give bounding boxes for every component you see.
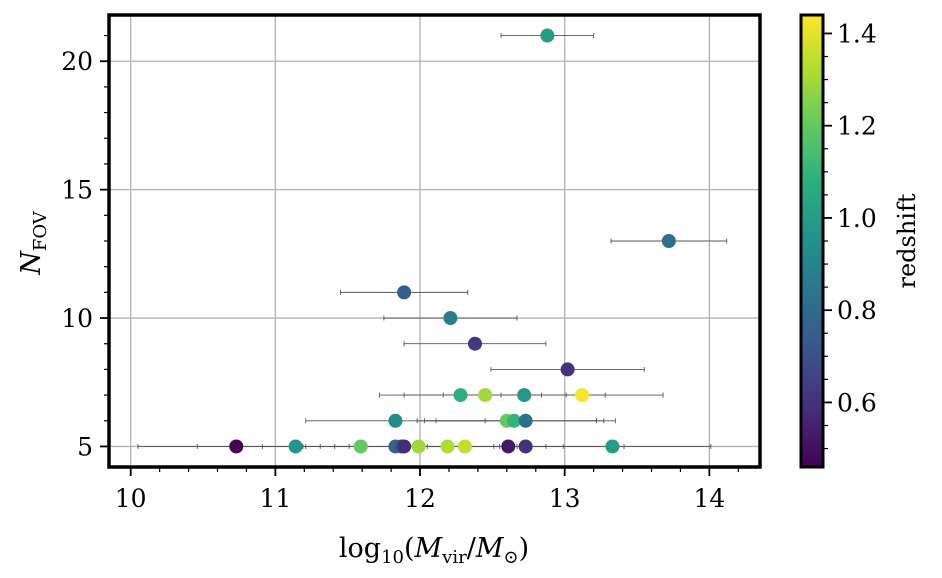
y-axis-label: NFOV	[16, 210, 51, 276]
y-tick-label: 5	[77, 432, 93, 461]
scatter-point	[397, 439, 412, 454]
scatter-point	[517, 388, 532, 403]
scatter-point	[443, 311, 458, 326]
scatter-point	[605, 439, 620, 454]
x-tick-label: 10	[115, 484, 147, 513]
colorbar-tick-label: 1.2	[837, 112, 877, 141]
colorbar-gradient	[801, 15, 823, 467]
y-tick-labels: 5 10 15 20	[61, 47, 93, 461]
error-bars	[137, 33, 728, 449]
y-tick-label: 15	[61, 176, 93, 205]
scatter-point	[453, 388, 468, 403]
x-tick-label: 11	[259, 484, 291, 513]
colorbar-tick-label: 1.0	[837, 204, 877, 233]
scatter-point	[560, 362, 575, 377]
scatter-point	[411, 439, 426, 454]
scatter-point	[518, 413, 533, 428]
x-tick-label: 14	[693, 484, 725, 513]
x-axis-label: log10(Mvir/M⊙)	[339, 533, 529, 568]
scatter-point	[575, 388, 590, 403]
scatter-point	[478, 388, 493, 403]
x-tick-labels: 10 11 12 13 14	[115, 484, 725, 513]
scatter-point	[540, 28, 555, 43]
scatter-point	[353, 439, 368, 454]
scatter-point	[468, 336, 483, 351]
colorbar-label: redshift	[893, 193, 921, 288]
plot-frame	[107, 13, 762, 469]
scatter-point	[457, 439, 472, 454]
axis-ticks	[100, 34, 739, 476]
colorbar-tick-labels: 0.6 0.8 1.0 1.2 1.4	[837, 19, 877, 417]
scatter-point	[229, 439, 244, 454]
scatter-point	[518, 439, 533, 454]
scatter-point	[388, 413, 403, 428]
scatter-point	[661, 234, 676, 248]
colorbar-tick-label: 0.6	[837, 388, 877, 417]
colorbar-tick-label: 1.4	[837, 19, 877, 48]
data-points	[229, 28, 676, 454]
scatter-point	[507, 413, 522, 428]
colorbar-tick-label: 0.8	[837, 296, 877, 325]
scatter-point	[288, 439, 303, 454]
scatter-point	[501, 439, 516, 454]
colorbar-ticks	[823, 32, 832, 450]
x-tick-label: 13	[549, 484, 581, 513]
y-tick-label: 20	[61, 47, 93, 76]
x-tick-label: 12	[404, 484, 436, 513]
scatter-point	[397, 285, 412, 300]
y-tick-label: 10	[61, 304, 93, 333]
scatter-point	[440, 439, 455, 454]
